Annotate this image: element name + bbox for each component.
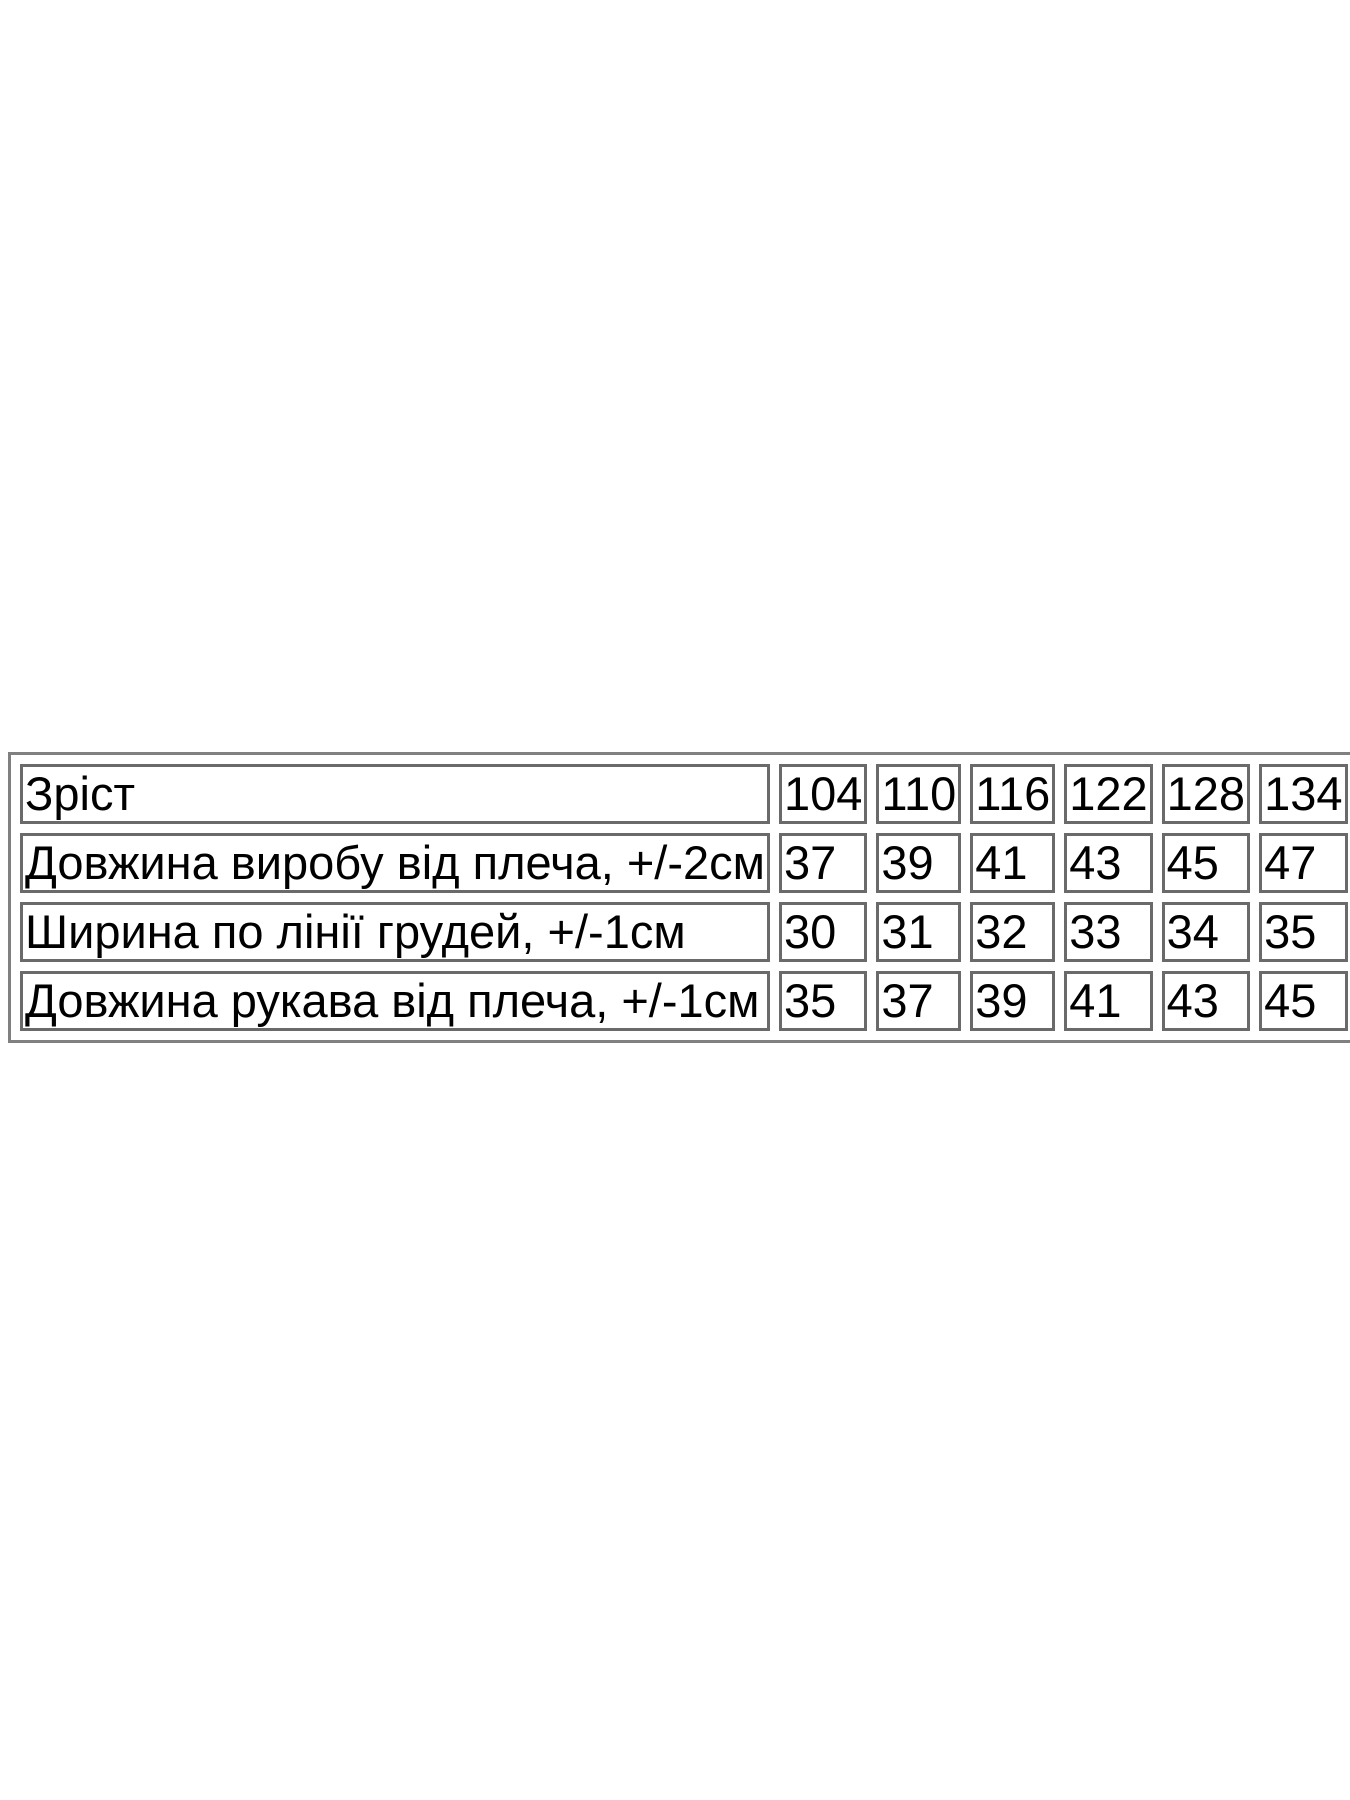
size-chart-table: Зріст 104 110 116 122 128 134 Довжина ви… (8, 752, 1350, 1043)
table-row: Довжина рукава від плеча, +/-1см 35 37 3… (20, 971, 1348, 1031)
row-label-cell: Довжина виробу від плеча, +/-2см (20, 833, 770, 893)
size-chart-table-body: Зріст 104 110 116 122 128 134 Довжина ви… (20, 764, 1348, 1031)
table-cell: 33 (1064, 902, 1153, 962)
table-cell: 30 (778, 902, 868, 962)
table-cell: 37 (876, 971, 962, 1031)
table-row: Ширина по лінії грудей, +/-1см 30 31 32 … (20, 902, 1348, 962)
table-cell: 35 (778, 971, 868, 1031)
table-cell: 39 (970, 971, 1056, 1031)
table-row: Довжина виробу від плеча, +/-2см 37 39 4… (20, 833, 1348, 893)
table-cell: 41 (970, 833, 1056, 893)
column-header-cell: 116 (970, 764, 1056, 824)
column-header-cell: 122 (1064, 764, 1153, 824)
table-cell: 45 (1259, 971, 1348, 1031)
table-header-row: Зріст 104 110 116 122 128 134 (20, 764, 1348, 824)
table-cell: 43 (1161, 971, 1251, 1031)
table-cell: 41 (1064, 971, 1153, 1031)
table-cell: 39 (876, 833, 962, 893)
table-cell: 47 (1259, 833, 1348, 893)
table-cell: 34 (1161, 902, 1251, 962)
row-label-cell: Довжина рукава від плеча, +/-1см (20, 971, 770, 1031)
table-cell: 35 (1259, 902, 1348, 962)
row-label-cell: Ширина по лінії грудей, +/-1см (20, 902, 770, 962)
column-header-cell: 110 (876, 764, 962, 824)
table-cell: 43 (1064, 833, 1153, 893)
column-header-cell: 134 (1259, 764, 1348, 824)
table-cell: 31 (876, 902, 962, 962)
header-label-cell: Зріст (20, 764, 770, 824)
table-cell: 37 (778, 833, 868, 893)
table-cell: 45 (1161, 833, 1251, 893)
column-header-cell: 128 (1161, 764, 1251, 824)
column-header-cell: 104 (778, 764, 868, 824)
table-cell: 32 (970, 902, 1056, 962)
